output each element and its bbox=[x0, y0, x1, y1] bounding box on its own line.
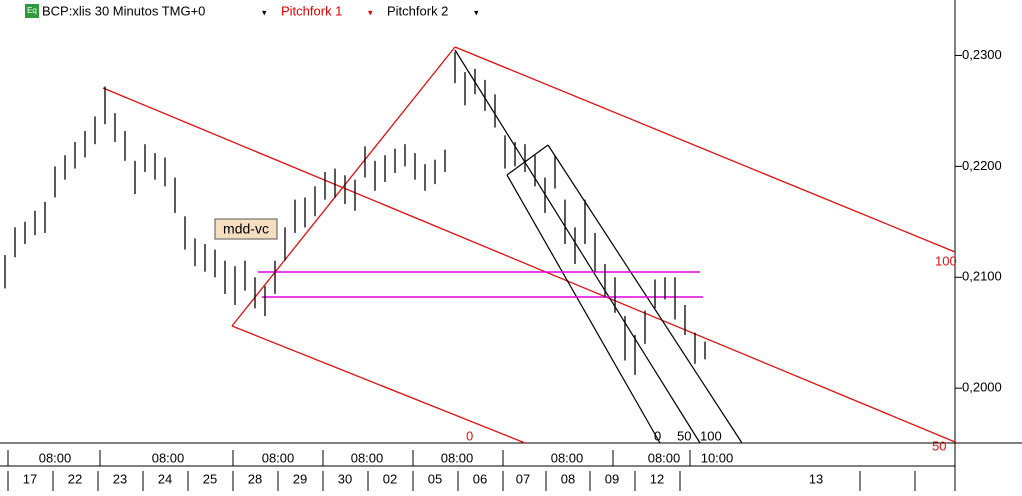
date-label: 05 bbox=[428, 471, 442, 486]
symbol-icon-text: Eq bbox=[27, 6, 37, 15]
date-label: 30 bbox=[338, 471, 352, 486]
date-label: 29 bbox=[293, 471, 307, 486]
marker-label: mdd-vc bbox=[223, 221, 269, 237]
pitchfork-upper[interactable] bbox=[454, 46, 956, 253]
pitchfork-1[interactable] bbox=[102, 46, 956, 444]
y-tick-label: 0,2100 bbox=[962, 269, 1002, 284]
bars bbox=[4, 52, 706, 375]
pitchfork-handle[interactable] bbox=[231, 46, 456, 327]
symbol-icon[interactable] bbox=[25, 4, 39, 18]
dropdown-arrow[interactable]: ▾ bbox=[474, 7, 479, 17]
date-label: 08 bbox=[561, 471, 575, 486]
date-label: 17 bbox=[23, 471, 37, 486]
y-tick-label: 0,2000 bbox=[962, 380, 1002, 395]
study-name[interactable]: Pitchfork 1 bbox=[281, 3, 342, 18]
level-label: 100 bbox=[935, 253, 957, 268]
time-label: 08:00 bbox=[648, 450, 681, 465]
pitchfork-handle[interactable] bbox=[506, 144, 549, 176]
date-label: 13 bbox=[809, 471, 823, 486]
date-label: 12 bbox=[650, 471, 664, 486]
time-label: 08:00 bbox=[152, 450, 185, 465]
date-label: 09 bbox=[605, 471, 619, 486]
date-label: 02 bbox=[383, 471, 397, 486]
time-label: 08:00 bbox=[262, 450, 295, 465]
pitchfork-upper[interactable] bbox=[547, 144, 743, 444]
date-label: 25 bbox=[203, 471, 217, 486]
level-label: 50 bbox=[932, 438, 946, 453]
time-label: 08:00 bbox=[441, 450, 474, 465]
date-label: 06 bbox=[473, 471, 487, 486]
marker-box[interactable] bbox=[214, 218, 278, 240]
level-label: 0 bbox=[654, 428, 661, 443]
y-tick-label: 0,2300 bbox=[962, 47, 1002, 62]
pitchfork-lower[interactable] bbox=[506, 174, 661, 444]
time-label: 08:00 bbox=[39, 450, 72, 465]
date-label: 22 bbox=[68, 471, 82, 486]
pitchfork-median[interactable] bbox=[102, 87, 956, 443]
level-label: 100 bbox=[700, 428, 722, 443]
time-label: 08:00 bbox=[351, 450, 384, 465]
time-label: 10:00 bbox=[701, 450, 734, 465]
pitchfork-median[interactable] bbox=[454, 49, 701, 444]
pitchfork-lower[interactable] bbox=[231, 325, 526, 444]
pitchfork-2[interactable] bbox=[454, 49, 743, 444]
date-label: 07 bbox=[516, 471, 530, 486]
date-label: 24 bbox=[158, 471, 172, 486]
dropdown-arrow[interactable]: ▾ bbox=[262, 7, 267, 17]
level-label: 0 bbox=[466, 428, 473, 443]
y-tick-label: 0,2200 bbox=[962, 158, 1002, 173]
time-label: 08:00 bbox=[551, 450, 584, 465]
date-label: 28 bbox=[248, 471, 262, 486]
date-label: 23 bbox=[113, 471, 127, 486]
level-label: 50 bbox=[677, 428, 691, 443]
dropdown-arrow[interactable]: ▾ bbox=[368, 7, 373, 17]
symbol-title[interactable]: BCP:xlis 30 Minutos TMG+0 bbox=[42, 3, 205, 18]
study-name[interactable]: Pitchfork 2 bbox=[387, 3, 448, 18]
